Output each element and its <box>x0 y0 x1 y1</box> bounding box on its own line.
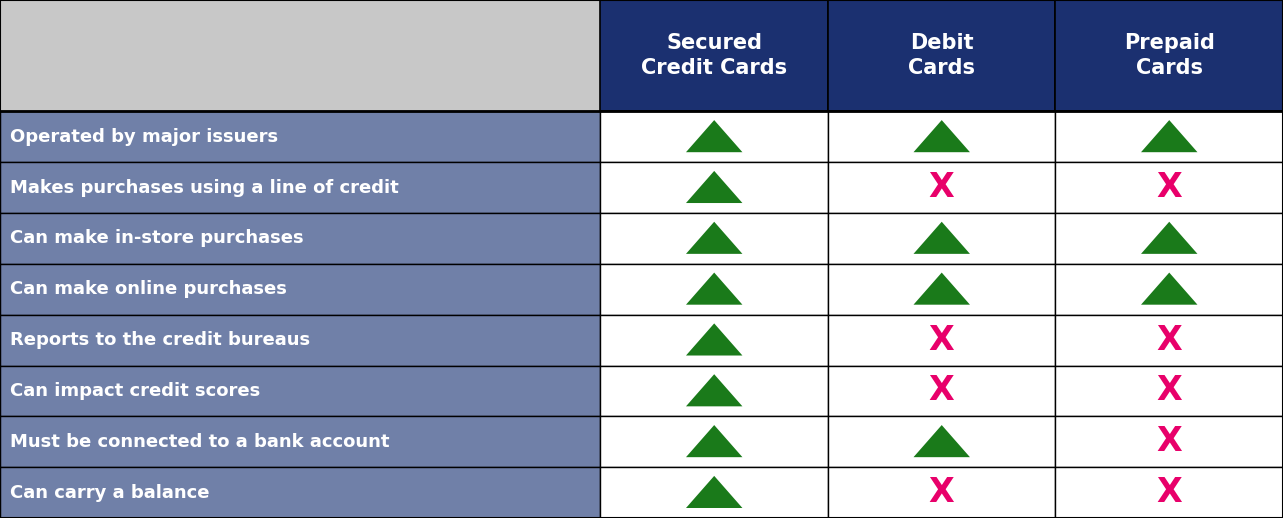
Polygon shape <box>913 222 970 254</box>
Bar <box>1056 213 1283 264</box>
Polygon shape <box>686 272 743 305</box>
Text: X: X <box>929 324 955 356</box>
Bar <box>600 213 828 264</box>
Bar <box>1056 366 1283 416</box>
Text: Debit
Cards: Debit Cards <box>908 33 975 78</box>
Bar <box>600 467 828 518</box>
Bar <box>1056 264 1283 314</box>
Text: Operated by major issuers: Operated by major issuers <box>10 128 278 146</box>
Polygon shape <box>686 222 743 254</box>
Polygon shape <box>913 272 970 305</box>
Bar <box>1056 314 1283 366</box>
Bar <box>600 314 828 366</box>
Text: X: X <box>1156 171 1182 204</box>
Polygon shape <box>686 323 743 355</box>
Bar <box>1056 162 1283 213</box>
Bar <box>0 264 600 314</box>
Text: X: X <box>929 375 955 408</box>
Bar <box>828 264 1056 314</box>
Bar <box>600 162 828 213</box>
Bar <box>0 314 600 366</box>
Text: X: X <box>1156 375 1182 408</box>
Bar <box>1056 467 1283 518</box>
Bar <box>1056 111 1283 162</box>
Bar <box>600 366 828 416</box>
Text: X: X <box>1156 425 1182 458</box>
Bar <box>828 213 1056 264</box>
Text: Reports to the credit bureaus: Reports to the credit bureaus <box>10 331 310 349</box>
Polygon shape <box>686 476 743 508</box>
Bar <box>600 111 828 162</box>
Polygon shape <box>686 374 743 406</box>
Bar <box>0 162 600 213</box>
Polygon shape <box>686 425 743 457</box>
Polygon shape <box>1141 272 1197 305</box>
Polygon shape <box>1141 120 1197 152</box>
Bar <box>828 416 1056 467</box>
Text: Secured
Credit Cards: Secured Credit Cards <box>642 33 788 78</box>
Bar <box>0 0 600 111</box>
Bar <box>828 0 1056 111</box>
Text: X: X <box>1156 476 1182 509</box>
Text: Can impact credit scores: Can impact credit scores <box>10 382 260 400</box>
Text: Prepaid
Cards: Prepaid Cards <box>1124 33 1215 78</box>
Bar <box>828 111 1056 162</box>
Bar <box>0 213 600 264</box>
Bar <box>828 162 1056 213</box>
Text: Can make in-store purchases: Can make in-store purchases <box>10 229 304 248</box>
Bar <box>828 314 1056 366</box>
Text: X: X <box>929 171 955 204</box>
Text: Can carry a balance: Can carry a balance <box>10 484 209 501</box>
Polygon shape <box>686 171 743 203</box>
Bar <box>600 0 828 111</box>
Polygon shape <box>686 120 743 152</box>
Bar <box>600 416 828 467</box>
Bar <box>0 366 600 416</box>
Bar <box>0 416 600 467</box>
Text: Makes purchases using a line of credit: Makes purchases using a line of credit <box>10 179 399 197</box>
Text: X: X <box>929 476 955 509</box>
Bar <box>828 467 1056 518</box>
Text: Must be connected to a bank account: Must be connected to a bank account <box>10 433 390 451</box>
Polygon shape <box>913 120 970 152</box>
Text: X: X <box>1156 324 1182 356</box>
Polygon shape <box>1141 222 1197 254</box>
Bar <box>600 264 828 314</box>
Bar <box>0 467 600 518</box>
Text: Can make online purchases: Can make online purchases <box>10 280 287 298</box>
Bar <box>1056 0 1283 111</box>
Bar <box>828 366 1056 416</box>
Bar <box>1056 416 1283 467</box>
Bar <box>0 111 600 162</box>
Polygon shape <box>913 425 970 457</box>
